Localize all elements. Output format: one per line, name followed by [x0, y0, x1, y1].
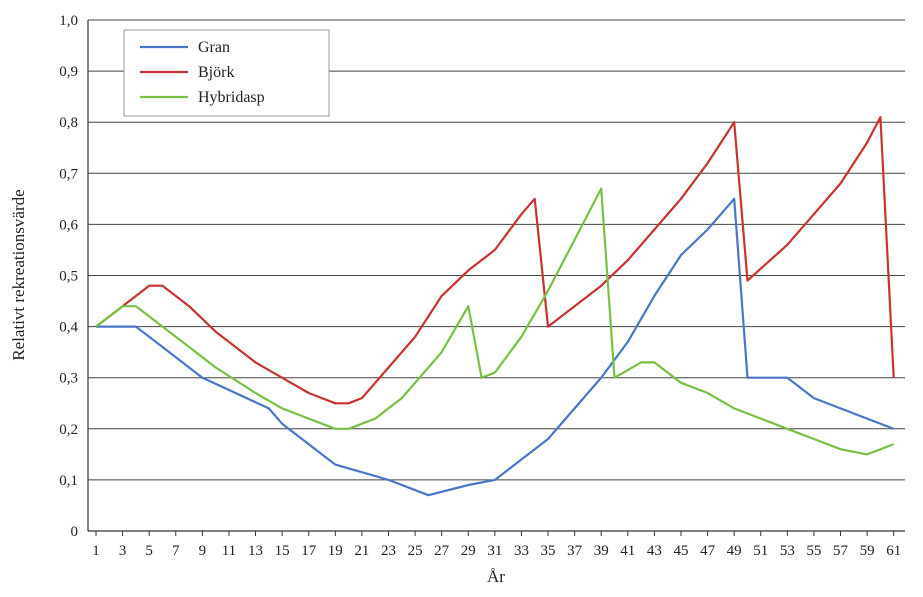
- x-tick-label: 25: [408, 543, 423, 559]
- x-tick-label: 23: [381, 543, 396, 559]
- y-axis-title: Relativt rekreationsvärde: [9, 189, 28, 360]
- x-tick-label: 33: [514, 543, 529, 559]
- x-tick-label: 9: [199, 543, 207, 559]
- legend-label: Hybridasp: [198, 89, 265, 106]
- legend-items: Gran Björk Hybridasp: [140, 39, 265, 106]
- x-tick-label: 19: [328, 543, 343, 559]
- x-tick-label: 55: [806, 543, 821, 559]
- x-tick-label: 29: [461, 543, 476, 559]
- y-tick-label: 0,5: [59, 269, 78, 285]
- x-tick-label: 57: [833, 543, 849, 559]
- legend-label: Björk: [198, 64, 234, 81]
- x-tick-label: 15: [275, 543, 290, 559]
- x-tick-label: 61: [886, 543, 901, 559]
- series-lines: [95, 115, 895, 497]
- x-tick-label: 3: [119, 543, 127, 559]
- x-tick-label: 5: [145, 543, 153, 559]
- y-tick-label: 0,9: [59, 64, 78, 80]
- y-tick-label: 0,8: [59, 115, 78, 131]
- y-tick-label: 0,2: [59, 422, 78, 438]
- series-line-hybridasp: [95, 187, 895, 456]
- axes: [87, 20, 905, 532]
- legend-label: Gran: [198, 39, 230, 56]
- y-tick-label: 0,3: [59, 371, 78, 387]
- y-tick-label: 1,0: [59, 13, 78, 29]
- x-tick-label: 11: [222, 543, 236, 559]
- x-tick-label: 39: [594, 543, 609, 559]
- tick-labels: 00,10,20,30,40,50,60,70,80,91,01 3 5 7 9 11 13…: [59, 13, 901, 559]
- x-tick-label: 37: [567, 543, 583, 559]
- y-tick-label: 0: [71, 524, 79, 540]
- x-tick-label: 7: [172, 543, 180, 559]
- x-tick-label: 17: [301, 543, 317, 559]
- x-tick-label: 53: [780, 543, 795, 559]
- x-tick-label: 49: [727, 543, 742, 559]
- x-tick-label: 59: [860, 543, 875, 559]
- y-tick-label: 0,7: [59, 166, 78, 182]
- x-tick-label: 47: [700, 543, 716, 559]
- x-tick-label: 41: [620, 543, 635, 559]
- x-tick-label: 35: [541, 543, 556, 559]
- gridlines: [88, 19, 905, 481]
- x-tick-label: 27: [434, 543, 450, 559]
- x-tick-label: 21: [354, 543, 369, 559]
- x-tick-label: 43: [647, 543, 662, 559]
- x-tick-label: 13: [248, 543, 263, 559]
- x-tick-label: 31: [487, 543, 502, 559]
- y-tick-label: 0,4: [59, 320, 78, 336]
- x-axis-title: År: [487, 567, 505, 586]
- series-line-gran: [96, 197, 895, 497]
- series-line-björk: [95, 115, 895, 405]
- y-tick-label: 0,6: [59, 217, 78, 233]
- x-tick-label: 45: [673, 543, 688, 559]
- legend: Gran Björk Hybridasp: [123, 29, 330, 117]
- x-tick-label: 51: [753, 543, 768, 559]
- x-tick-label: 1: [92, 543, 100, 559]
- y-tick-label: 0,1: [59, 473, 78, 489]
